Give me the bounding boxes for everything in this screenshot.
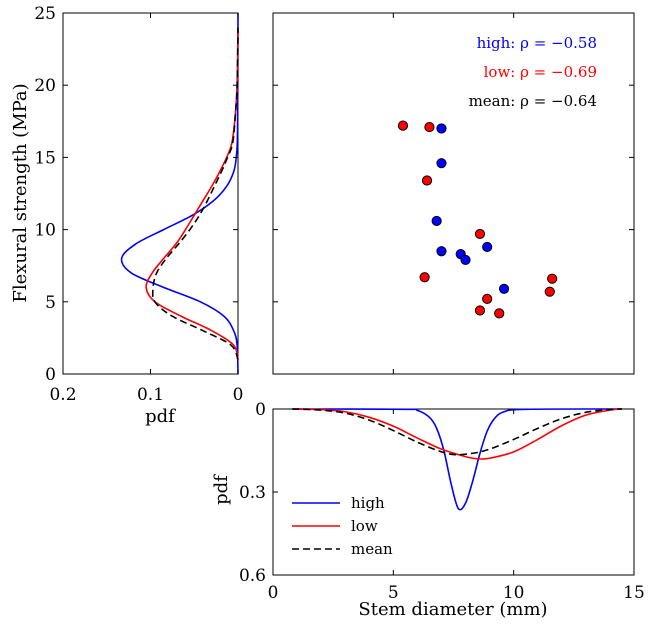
left-y-tick-label: 25 (34, 4, 56, 24)
left-x-tick-label: 0.1 (137, 385, 164, 405)
bottom-y-tick-label: 0 (255, 400, 266, 420)
left-x-axis-label: pdf (145, 406, 176, 427)
scatter-point-low (419, 272, 430, 283)
bottom-curve-mean (292, 408, 623, 456)
left-x-tick-label: 0 (233, 385, 244, 405)
legend-label-mean: mean (351, 540, 393, 558)
left-y-tick-label: 0 (45, 365, 56, 385)
left-y-axis-label: Flexural strength (MPa) (10, 83, 31, 302)
left-y-tick-label: 15 (34, 148, 56, 168)
bottom-curve-low (292, 408, 623, 460)
scatter-point-high (431, 215, 442, 227)
left-curve-mean (151, 27, 239, 360)
bottom-x-axis-label: Stem diameter (mm) (358, 599, 547, 620)
legend: high low mean (292, 494, 393, 558)
scatter-point-low (544, 286, 555, 297)
left-x-tick-label: 0.2 (49, 385, 76, 405)
bottom-pdf-panel: 0 5 10 15 0 0.3 0.6 Stem diameter (mm) pdf hig… (211, 400, 645, 620)
scatter-point-low (397, 120, 409, 131)
scatter-point-high (436, 158, 447, 169)
scatter-point-low (421, 175, 433, 186)
left-pdf-panel: 0.2 0.1 0 0 5 10 15 20 25 pdf Flexural strength … (10, 4, 243, 427)
left-y-tick-label: 5 (45, 293, 56, 313)
scatter-point-low (424, 121, 435, 133)
annotation-low: low: ρ = −0.69 (484, 63, 597, 81)
bottom-y-tick-label: 0.3 (239, 483, 266, 503)
left-curve-low (145, 27, 239, 360)
scatter-point-high (436, 123, 447, 134)
bottom-x-tick-label: 0 (268, 583, 279, 603)
scatter-point-low (482, 293, 493, 305)
scatter-point-low (474, 228, 486, 240)
scatter-point-high (482, 241, 493, 253)
left-y-tick-label: 10 (34, 221, 56, 241)
left-y-tick-label: 20 (34, 76, 56, 96)
bottom-x-tick-label: 15 (623, 583, 645, 603)
legend-label-high: high (351, 494, 385, 512)
scatter-point-high (436, 246, 447, 257)
scatter-point-low (547, 273, 558, 284)
scatter-point-low (494, 308, 505, 319)
bottom-y-axis-label: pdf (211, 474, 232, 505)
left-curve-high (120, 12, 239, 375)
bottom-x-tick-label: 5 (388, 583, 399, 603)
scatter-point-high (460, 254, 471, 266)
annotation-high: high: ρ = −0.58 (477, 34, 597, 52)
scatter-point-low (474, 305, 486, 316)
annotation-mean: mean: ρ = −0.64 (469, 92, 597, 110)
legend-label-low: low (351, 517, 378, 535)
scatter-point-high (498, 283, 510, 294)
scatter-panel: high: ρ = −0.58 low: ρ = −0.69 mean: ρ =… (272, 12, 635, 375)
bottom-curve-high (292, 408, 622, 511)
scatter-panel-frame (272, 12, 635, 375)
bottom-y-tick-label: 0.6 (239, 566, 266, 586)
bottom-x-tick-label: 10 (503, 583, 525, 603)
